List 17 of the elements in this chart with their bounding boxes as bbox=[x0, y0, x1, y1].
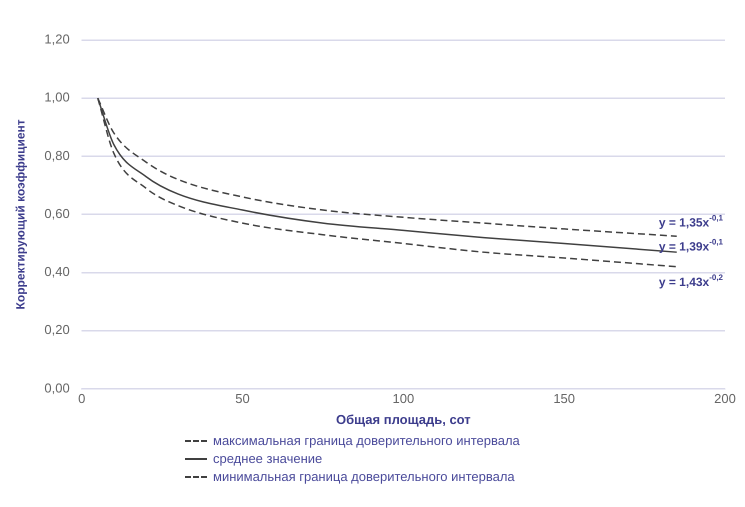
x-tick-label: 200 bbox=[714, 391, 736, 406]
x-tick-label: 150 bbox=[553, 391, 576, 406]
y-tick-label: 0,40 bbox=[44, 264, 70, 280]
x-tick-label: 50 bbox=[235, 391, 250, 406]
y-tick-label: 0,00 bbox=[44, 380, 70, 396]
y-tick-label: 0,60 bbox=[44, 206, 70, 221]
x-tick-label: 0 bbox=[78, 391, 86, 406]
legend-label: максимальная граница доверительного интервала bbox=[213, 432, 520, 450]
y-tick-label: 0,20 bbox=[44, 322, 70, 338]
x-tick-label: 100 bbox=[392, 391, 414, 406]
y-tick-label: 0,80 bbox=[44, 148, 70, 163]
y-tick-label: 1,20 bbox=[44, 32, 70, 47]
x-axis-title: Общая площадь, сот bbox=[336, 412, 471, 427]
y-tick-label: 1,00 bbox=[44, 90, 70, 105]
y-axis-title: Корректирующий коэффициент bbox=[14, 119, 28, 310]
legend-label: среднее значение bbox=[213, 450, 322, 468]
legend-label: минимальная граница доверительного интервала bbox=[213, 468, 515, 486]
